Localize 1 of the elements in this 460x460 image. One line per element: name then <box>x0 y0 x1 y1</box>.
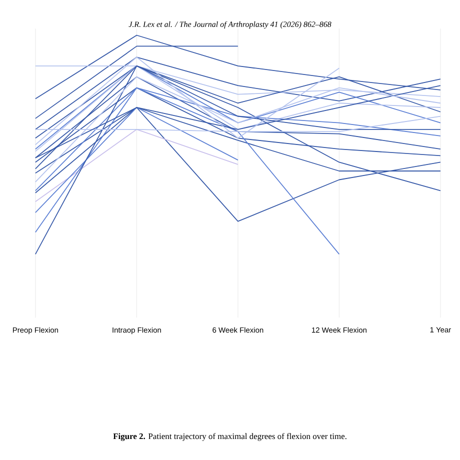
text: Figure 2. Patient trajectory of maximal degrees of flexion over time. <box>113 433 346 441</box>
